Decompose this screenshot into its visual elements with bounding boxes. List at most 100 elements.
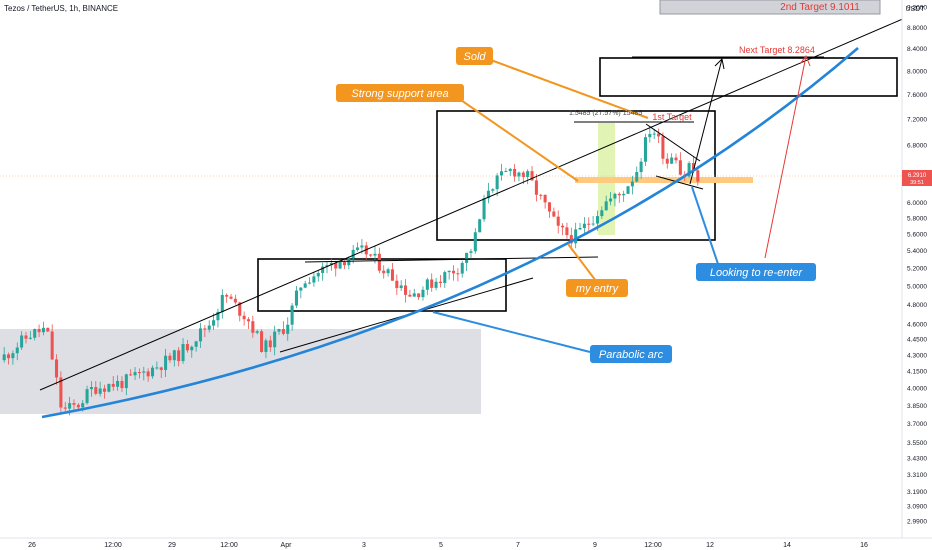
y-tick-label: 3.7000 xyxy=(907,421,927,428)
candle-up xyxy=(482,198,486,220)
y-tick-label: 8.4000 xyxy=(907,46,927,53)
candle-up xyxy=(299,287,303,291)
candle-up xyxy=(255,331,259,333)
callout-sold[interactable]: Sold xyxy=(456,47,493,65)
candle-up xyxy=(508,168,512,172)
candle-up xyxy=(425,279,429,290)
candle-up xyxy=(41,327,45,333)
candle-up xyxy=(33,328,37,338)
candle-up xyxy=(652,133,656,135)
x-tick-label: 9 xyxy=(593,542,597,549)
x-tick-label: 14 xyxy=(783,542,791,549)
candle-down xyxy=(137,372,141,374)
candle-up xyxy=(216,311,220,321)
y-tick-label: 5.8000 xyxy=(907,215,927,222)
price-axis[interactable]: USDT 9.2000 8.8000 8.4000 8.0000 7.6000 7.200… xyxy=(901,0,932,538)
candle-up xyxy=(630,181,634,187)
candle-up xyxy=(308,282,312,284)
red-projection-line xyxy=(764,55,807,259)
candle-up xyxy=(325,265,329,267)
time-axis[interactable]: 26 12:00 29 12:00 Apr 3 5 7 9 12:00 12 14 16 xyxy=(0,537,932,550)
resistance-line xyxy=(304,256,599,263)
candle-down xyxy=(342,262,346,266)
first-target-label: 1st Target xyxy=(652,112,692,122)
svg-text:Looking to re-enter: Looking to re-enter xyxy=(710,267,804,279)
candle-up xyxy=(526,171,530,178)
y-tick-label: 4.6000 xyxy=(907,321,927,328)
candle-up xyxy=(412,293,416,297)
candle-down xyxy=(268,340,272,348)
y-tick-label: 4.0000 xyxy=(907,385,927,392)
candle-up xyxy=(181,344,185,362)
y-tick-label: 5.0000 xyxy=(907,283,927,290)
candle-down xyxy=(543,194,547,203)
y-tick-label: 4.3000 xyxy=(907,352,927,359)
candle-up xyxy=(600,210,604,217)
candle-down xyxy=(94,387,98,394)
candle-down xyxy=(587,223,591,225)
candle-down xyxy=(456,273,460,275)
candle-up xyxy=(591,223,595,225)
candle-down xyxy=(129,374,133,376)
callout-looking-reenter[interactable]: Looking to re-enter xyxy=(696,263,816,281)
y-tick-label: 3.5500 xyxy=(907,440,927,447)
candle-down xyxy=(451,270,456,274)
callout-parabolic-arc[interactable]: Parabolic arc xyxy=(590,345,672,363)
candle-up xyxy=(504,171,508,173)
y-tick-label: 9.2000 xyxy=(907,5,927,12)
target-band-upper xyxy=(659,0,881,15)
candle-up xyxy=(434,281,438,288)
candle-down xyxy=(382,270,386,274)
candle-down xyxy=(377,253,381,271)
candle-up xyxy=(469,251,473,253)
candle-down xyxy=(168,355,172,361)
candle-up xyxy=(460,262,464,274)
x-tick-label: 12:00 xyxy=(644,542,662,549)
callout-my-entry[interactable]: my entry xyxy=(566,279,628,297)
candle-down xyxy=(24,335,28,339)
candle-up xyxy=(198,328,203,342)
candle-down xyxy=(390,269,394,281)
candle-up xyxy=(386,269,390,274)
y-tick-label: 7.2000 xyxy=(907,117,927,124)
candle-down xyxy=(417,293,421,298)
candle-down xyxy=(37,328,41,333)
symbol-title: Tezos / TetherUS, 1h, BINANCE xyxy=(4,4,119,13)
candle-up xyxy=(273,331,277,348)
candle-down xyxy=(661,136,665,159)
candle-up xyxy=(290,305,294,325)
wedge-line-1 xyxy=(645,123,701,162)
candle-down xyxy=(430,279,434,288)
candle-down xyxy=(530,171,534,181)
callout-strong-support[interactable]: Strong support area xyxy=(336,84,464,102)
candle-up xyxy=(670,157,674,164)
candle-down xyxy=(225,295,229,297)
x-tick-label: 29 xyxy=(168,542,176,549)
candle-down xyxy=(369,254,373,256)
candle-up xyxy=(133,372,137,376)
support-line-band xyxy=(575,177,753,183)
candle-up xyxy=(687,163,691,177)
candle-up xyxy=(626,186,630,194)
candle-down xyxy=(76,404,80,408)
y-tick-label: 5.2000 xyxy=(907,265,927,272)
last-price-tag: 6.2910 39:51 xyxy=(902,170,932,186)
candle-up xyxy=(643,137,647,162)
second-target-label: 2nd Target 9.1011 xyxy=(780,2,860,13)
candle-down xyxy=(185,344,189,351)
candle-up xyxy=(116,380,120,387)
candle-up xyxy=(28,337,32,339)
black-arrow-head xyxy=(714,57,725,70)
svg-text:my entry: my entry xyxy=(576,283,620,295)
candle-down xyxy=(159,367,163,370)
candle-up xyxy=(85,389,89,404)
y-tick-label: 6.0000 xyxy=(907,200,927,207)
candle-up xyxy=(443,272,447,284)
candle-down xyxy=(102,388,107,392)
candle-up xyxy=(373,253,377,256)
candle-up xyxy=(124,374,128,389)
x-tick-label: 7 xyxy=(516,542,520,549)
y-tick-label: 3.0900 xyxy=(907,503,927,510)
candle-up xyxy=(517,172,521,177)
